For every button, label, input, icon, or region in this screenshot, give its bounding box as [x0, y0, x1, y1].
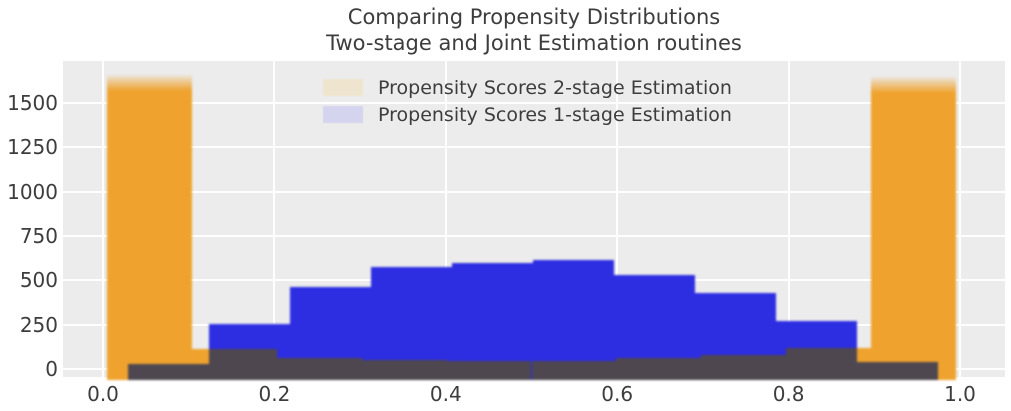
y-tick-label: 1250 [7, 135, 58, 160]
plot-area [63, 61, 1005, 380]
bar-overlap [531, 360, 533, 380]
bar-overlap [289, 358, 362, 380]
bar-overlap [192, 363, 209, 380]
y-tick-label: 1500 [7, 91, 58, 115]
y-tick-label: 1000 [7, 179, 58, 204]
bar-overlap [870, 361, 938, 380]
bars-layer [63, 61, 1005, 380]
gridline-vertical [787, 61, 790, 377]
legend: Propensity Scores 2-stage Estimation Prop… [323, 76, 732, 133]
gridline-horizontal [63, 235, 1005, 237]
legend-swatch-icon [323, 106, 363, 123]
bar-overlap [361, 359, 371, 380]
bar-1stage [451, 262, 533, 380]
y-tick-label: 750 [19, 224, 58, 248]
gridline-horizontal [63, 146, 1005, 149]
bar-overlap [370, 359, 447, 380]
x-tick-label: 0.4 [429, 382, 462, 406]
bar-overlap [694, 358, 702, 380]
legend-label: Propensity Scores 1-stage Estimation [378, 103, 732, 126]
bar-overlap [532, 360, 614, 380]
bar-overlap [786, 347, 857, 380]
chart-title-line2: Two-stage and Joint Estimation routines [326, 31, 742, 55]
gridline-vertical [273, 61, 276, 377]
bar-overlap [775, 354, 787, 380]
bar-2stage [870, 75, 956, 380]
y-tick-label: 0 [45, 357, 58, 381]
bar-overlap [451, 361, 532, 380]
y-tick-label: 500 [19, 268, 58, 293]
bar-overlap [276, 358, 290, 380]
gridline-vertical [959, 61, 961, 377]
gridline-vertical [616, 61, 619, 377]
chart-title: Comparing Propensity Distributions Two-s… [63, 4, 1005, 56]
gridline-horizontal [63, 102, 1005, 104]
gridline-vertical [444, 61, 447, 377]
bar-overlap [701, 354, 776, 380]
bar-overlap [616, 358, 695, 380]
bar-overlap [856, 361, 871, 380]
chart-title-line1: Comparing Propensity Distributions [347, 5, 721, 29]
x-tick-label: 1.0 [944, 382, 976, 406]
legend-label: Propensity Scores 2-stage Estimation [378, 76, 732, 99]
gridline-horizontal [63, 190, 1005, 193]
bar-1stage [532, 259, 614, 380]
x-tick-label: 0.8 [772, 382, 805, 406]
x-tick-label: 0.0 [87, 382, 119, 406]
bar-overlap [446, 361, 452, 380]
bar-overlap [208, 349, 277, 380]
bar-2stage [107, 74, 193, 380]
x-tick-label: 0.6 [601, 382, 634, 406]
bar-overlap [613, 360, 617, 380]
legend-item: Propensity Scores 1-stage Estimation [323, 103, 732, 126]
legend-item: Propensity Scores 2-stage Estimation [323, 76, 732, 99]
y-tick-label: 250 [19, 312, 58, 337]
bar-overlap [127, 363, 193, 380]
x-tick-label: 0.2 [258, 382, 291, 406]
legend-swatch-icon [323, 79, 363, 96]
gridline-vertical [102, 61, 104, 377]
